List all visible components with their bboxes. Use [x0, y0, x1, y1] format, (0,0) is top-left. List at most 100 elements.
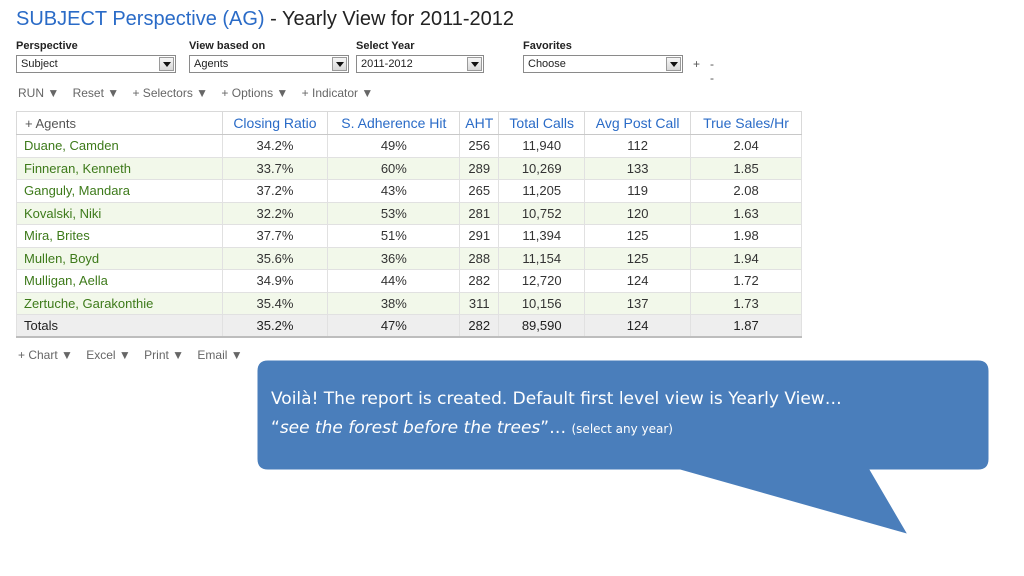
column-header-adherence[interactable]: S. Adherence Hit	[327, 111, 461, 135]
table-cell: 2.08	[690, 179, 802, 203]
view-based-on-value: Agents	[194, 58, 229, 70]
column-header-aht[interactable]: AHT	[459, 111, 500, 135]
table-row[interactable]: Zertuche, Garakonthie 35.4% 38% 311 10,156 13…	[16, 291, 802, 315]
chevron-down-icon[interactable]	[666, 57, 681, 71]
email-menu[interactable]: Email ▼	[197, 348, 243, 362]
callout-line-1: Voilà! The report is created. Default fi…	[271, 389, 842, 409]
table-cell: 11,940	[498, 134, 586, 158]
table-cell: 265	[459, 179, 500, 203]
chevron-down-icon[interactable]	[332, 57, 347, 71]
chevron-down-icon[interactable]	[159, 57, 174, 71]
table-cell: 256	[459, 134, 500, 158]
table-cell: 289	[459, 156, 500, 180]
reset-menu[interactable]: Reset ▼	[72, 86, 120, 100]
agent-name-link[interactable]: Zertuche, Garakonthie	[16, 291, 223, 315]
table-cell: 124	[584, 269, 692, 293]
agent-name-link[interactable]: Duane, Camden	[16, 134, 223, 158]
view-based-on-label: View based on	[189, 40, 266, 52]
table-cell: 281	[459, 201, 500, 225]
table-cell: 10,156	[498, 291, 586, 315]
perspective-value: Subject	[21, 58, 58, 70]
table-cell: 37.7%	[221, 224, 329, 248]
title-separator: -	[264, 8, 283, 30]
table-cell: 32.2%	[221, 201, 329, 225]
select-year-dropdown[interactable]: 2011-2012	[356, 55, 484, 73]
table-cell: 311	[459, 291, 500, 315]
excel-menu[interactable]: Excel ▼	[86, 348, 131, 362]
chart-menu[interactable]: + Chart ▼	[18, 348, 73, 362]
agent-name-link[interactable]: Mulligan, Aella	[16, 269, 223, 293]
table-cell: 49%	[327, 134, 461, 158]
column-header-agents[interactable]: + Agents	[16, 111, 223, 135]
table-header-row: + Agents Closing Ratio S. Adherence Hit …	[16, 111, 802, 135]
table-cell: 1.72	[690, 269, 802, 293]
agent-name-link[interactable]: Finneran, Kenneth	[16, 156, 223, 180]
agent-name-link[interactable]: Ganguly, Mandara	[16, 179, 223, 203]
table-cell: 288	[459, 246, 500, 270]
agent-name-link[interactable]: Mira, Brites	[16, 224, 223, 248]
selectors-menu[interactable]: + Selectors ▼	[132, 86, 209, 100]
table-cell: 53%	[327, 201, 461, 225]
perspective-label: Perspective	[16, 40, 78, 52]
table-cell: 10,752	[498, 201, 586, 225]
table-row[interactable]: Ganguly, Mandara 37.2% 43% 265 11,205 119 2.08	[16, 179, 802, 203]
select-year-selector: Select Year 2011-2012	[356, 40, 484, 73]
table-cell: 125	[584, 246, 692, 270]
column-header-true-sales-hr[interactable]: True Sales/Hr	[690, 111, 802, 135]
table-cell: 1.73	[690, 291, 802, 315]
column-header-closing-ratio[interactable]: Closing Ratio	[221, 111, 329, 135]
table-cell: 12,720	[498, 269, 586, 293]
table-cell: 125	[584, 224, 692, 248]
indicator-menu[interactable]: + Indicator ▼	[301, 86, 374, 100]
table-row[interactable]: Duane, Camden 34.2% 49% 256 11,940 112 2.04	[16, 134, 802, 158]
run-menu[interactable]: RUN ▼	[18, 86, 60, 100]
table-cell: 37.2%	[221, 179, 329, 203]
table-row[interactable]: Mira, Brites 37.7% 51% 291 11,394 125 1.98	[16, 224, 802, 248]
table-cell: 1.85	[690, 156, 802, 180]
totals-cell: 1.87	[690, 314, 802, 338]
table-cell: 10,269	[498, 156, 586, 180]
table-cell: 11,154	[498, 246, 586, 270]
table-cell: 35.4%	[221, 291, 329, 315]
agent-name-link[interactable]: Kovalski, Niki	[16, 201, 223, 225]
table-cell: 43%	[327, 179, 461, 203]
callout-hint: (select any year)	[571, 422, 673, 436]
table-cell: 36%	[327, 246, 461, 270]
table-cell: 44%	[327, 269, 461, 293]
options-menu[interactable]: + Options ▼	[221, 86, 289, 100]
table-cell: 34.2%	[221, 134, 329, 158]
view-based-on-dropdown[interactable]: Agents	[189, 55, 349, 73]
agent-name-link[interactable]: Mullen, Boyd	[16, 246, 223, 270]
column-header-total-calls[interactable]: Total Calls	[498, 111, 586, 135]
chevron-down-icon[interactable]	[467, 57, 482, 71]
table-row[interactable]: Kovalski, Niki 32.2% 53% 281 10,752 120 1.63	[16, 201, 802, 225]
favorites-dropdown[interactable]: Choose	[523, 55, 683, 73]
table-cell: 120	[584, 201, 692, 225]
print-menu[interactable]: Print ▼	[144, 348, 185, 362]
table-cell: 38%	[327, 291, 461, 315]
table-cell: 1.63	[690, 201, 802, 225]
table-cell: 137	[584, 291, 692, 315]
table-row[interactable]: Mulligan, Aella 34.9% 44% 282 12,720 124 1.72	[16, 269, 802, 293]
remove-favorite-button[interactable]: --	[710, 57, 714, 85]
totals-cell: 89,590	[498, 314, 586, 338]
table-cell: 119	[584, 179, 692, 203]
totals-row: Totals 35.2% 47% 282 89,590 124 1.87	[16, 314, 802, 338]
report-toolbar: RUN ▼ Reset ▼ + Selectors ▼ + Options ▼ …	[18, 86, 383, 100]
page-title: SUBJECT Perspective (AG) - Yearly View f…	[16, 8, 514, 31]
table-cell: 34.9%	[221, 269, 329, 293]
title-view: Yearly View for 2011-2012	[282, 8, 515, 30]
callout-line-2: “see the forest before the trees”… (sele…	[271, 414, 981, 444]
totals-cell: 282	[459, 314, 500, 338]
open-quote: “	[271, 418, 280, 438]
callout-text: Voilà! The report is created. Default fi…	[271, 385, 981, 444]
column-header-avg-post-call[interactable]: Avg Post Call	[584, 111, 692, 135]
perspective-dropdown[interactable]: Subject	[16, 55, 176, 73]
totals-cell: 35.2%	[221, 314, 329, 338]
table-row[interactable]: Mullen, Boyd 35.6% 36% 288 11,154 125 1.94	[16, 246, 802, 270]
table-cell: 33.7%	[221, 156, 329, 180]
add-favorite-button[interactable]: +	[693, 57, 701, 71]
select-year-label: Select Year	[356, 40, 415, 52]
table-row[interactable]: Finneran, Kenneth 33.7% 60% 289 10,269 133 1.8…	[16, 156, 802, 180]
title-perspective: SUBJECT Perspective (AG)	[16, 8, 265, 30]
